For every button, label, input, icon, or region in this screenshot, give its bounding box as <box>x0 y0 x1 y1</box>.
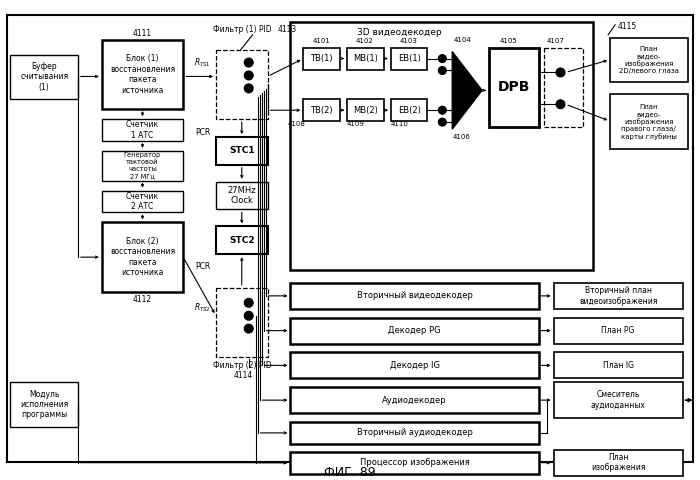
Bar <box>610 38 687 83</box>
Text: План
видео-
изображения
правого глаза/
карты глубины: План видео- изображения правого глаза/ к… <box>621 104 677 140</box>
Text: Вторичный аудиодекодер: Вторичный аудиодекодер <box>356 428 473 437</box>
Bar <box>102 222 183 292</box>
Text: 27MHz
Clock: 27MHz Clock <box>228 186 256 205</box>
Text: Фильтр (2) PID: Фильтр (2) PID <box>214 361 272 370</box>
Circle shape <box>244 324 253 333</box>
Text: 4104: 4104 <box>454 36 471 43</box>
Text: TB(1): TB(1) <box>310 54 333 63</box>
Text: 4101: 4101 <box>312 38 330 44</box>
Bar <box>554 318 682 344</box>
Bar <box>290 22 594 270</box>
Bar <box>554 382 682 418</box>
Text: Блок (2)
восстановления
пакета
источника: Блок (2) восстановления пакета источника <box>110 237 175 277</box>
Text: 4108: 4108 <box>288 121 305 127</box>
Bar <box>303 48 340 70</box>
Text: TB(2): TB(2) <box>310 106 333 115</box>
Text: STC2: STC2 <box>229 236 255 245</box>
Polygon shape <box>452 52 482 129</box>
Circle shape <box>244 311 253 320</box>
Text: Блок (1)
восстановления
пакета
источника: Блок (1) восстановления пакета источника <box>110 54 175 95</box>
Bar <box>216 227 267 254</box>
Bar <box>554 352 682 378</box>
Text: $R_{TS1}$: $R_{TS1}$ <box>194 56 211 69</box>
Text: 4112: 4112 <box>133 295 152 304</box>
Text: 4111: 4111 <box>133 29 152 38</box>
Bar <box>347 48 384 70</box>
Text: $R_{TS2}$: $R_{TS2}$ <box>194 301 211 314</box>
Bar <box>391 48 428 70</box>
Bar <box>10 382 78 427</box>
Text: STC1: STC1 <box>229 146 255 156</box>
Circle shape <box>244 299 253 307</box>
Bar <box>290 422 538 444</box>
Text: 4103: 4103 <box>400 38 417 44</box>
Bar <box>102 119 183 141</box>
Text: 4105: 4105 <box>500 38 518 44</box>
Text: 4115: 4115 <box>618 22 637 31</box>
Bar <box>610 95 687 149</box>
Bar <box>216 182 267 209</box>
Text: 4114: 4114 <box>233 371 253 380</box>
Text: 4110: 4110 <box>391 121 409 127</box>
Text: Фильтр (1) PID: Фильтр (1) PID <box>214 25 272 34</box>
Text: 3D видеодекодер: 3D видеодекодер <box>357 28 442 37</box>
Bar <box>391 99 428 121</box>
Circle shape <box>556 68 565 77</box>
Text: EB(1): EB(1) <box>398 54 421 63</box>
Circle shape <box>556 100 565 108</box>
Text: ФИГ. 89: ФИГ. 89 <box>324 466 376 479</box>
Bar <box>290 283 538 309</box>
Text: Вторичный видеодекодер: Вторичный видеодекодер <box>356 291 473 300</box>
Text: PCR: PCR <box>195 128 210 136</box>
Circle shape <box>244 58 253 67</box>
Text: EB(2): EB(2) <box>398 106 421 115</box>
Text: 4113: 4113 <box>277 25 297 34</box>
Text: 4107: 4107 <box>547 38 564 44</box>
Bar <box>544 48 583 127</box>
Text: 4102: 4102 <box>356 38 374 44</box>
Bar <box>102 151 183 180</box>
Text: Декодер PG: Декодер PG <box>389 326 441 335</box>
Text: Счетчик
2 АТС: Счетчик 2 АТС <box>126 192 159 211</box>
Text: Счетчик
1 АТС: Счетчик 1 АТС <box>126 120 159 140</box>
Text: MB(1): MB(1) <box>353 54 378 63</box>
Text: Аудиодекодер: Аудиодекодер <box>382 396 447 405</box>
Text: План PG: План PG <box>601 326 635 335</box>
Text: Декодер IG: Декодер IG <box>389 361 440 370</box>
Text: MB(2): MB(2) <box>353 106 378 115</box>
Circle shape <box>244 71 253 80</box>
Text: PCR: PCR <box>195 262 210 271</box>
Circle shape <box>438 106 447 114</box>
Text: Процессор изображения: Процессор изображения <box>360 458 470 467</box>
Text: 4106: 4106 <box>452 134 470 140</box>
Text: Вторичный план
видеоизображения: Вторичный план видеоизображения <box>579 286 657 306</box>
Bar <box>10 55 78 99</box>
Circle shape <box>438 118 447 126</box>
Bar <box>290 387 538 413</box>
Circle shape <box>244 84 253 93</box>
Bar <box>554 450 682 476</box>
Bar <box>102 40 183 109</box>
Text: DPB: DPB <box>498 80 530 95</box>
Bar <box>290 452 538 474</box>
Text: 4109: 4109 <box>347 121 365 127</box>
Bar <box>102 191 183 213</box>
Text: Генератор
тактовой
частоты
27 МГц: Генератор тактовой частоты 27 МГц <box>124 152 161 180</box>
Text: План IG: План IG <box>603 361 634 370</box>
Bar <box>290 352 538 378</box>
Bar <box>489 48 538 127</box>
Bar <box>290 318 538 344</box>
Bar <box>303 99 340 121</box>
Text: План
изображения: План изображения <box>591 453 645 472</box>
Text: Модуль
исполнения
программы: Модуль исполнения программы <box>20 390 69 420</box>
Text: План
видео-
изображения
2D/левого глаза: План видео- изображения 2D/левого глаза <box>619 46 679 74</box>
Text: Смеситель
аудиоданных: Смеситель аудиоданных <box>591 390 645 410</box>
Bar <box>216 137 267 165</box>
Circle shape <box>438 67 447 74</box>
Circle shape <box>438 55 447 62</box>
Bar <box>216 49 267 119</box>
Text: Буфер
считывания
(1): Буфер считывания (1) <box>20 62 69 92</box>
Bar <box>347 99 384 121</box>
Bar <box>554 283 682 309</box>
Bar <box>216 288 267 358</box>
